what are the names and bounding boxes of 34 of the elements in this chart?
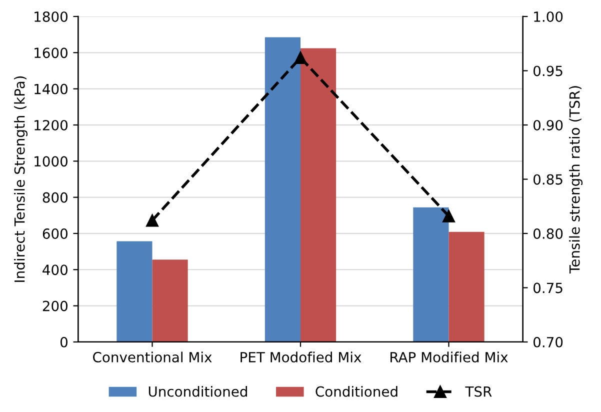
- y-tick-label: 400: [42, 264, 68, 276]
- y2-axis-title: Tensile strength ratio (TSR): [569, 86, 583, 274]
- x-tick-label: PET Modofied Mix: [240, 352, 362, 362]
- bar: [300, 48, 336, 342]
- y-tick-label: 0: [60, 336, 68, 348]
- y-tick-label: 1800: [34, 11, 68, 22]
- y2-tick-label: 0.95: [534, 66, 562, 76]
- legend-label: TSR: [465, 386, 492, 397]
- x-tick-label: Conventional Mix: [93, 352, 212, 362]
- y-tick-label: 800: [42, 192, 68, 203]
- bar: [413, 207, 449, 342]
- point: [146, 214, 159, 227]
- bar: [116, 241, 152, 342]
- bar: [448, 232, 484, 342]
- y-tick-label: 200: [42, 300, 68, 312]
- y2-tick-label: 0.90: [534, 120, 563, 130]
- y-tick-label: 1400: [34, 84, 68, 94]
- y2-tick-label: 0.80: [534, 228, 563, 239]
- bar: [264, 37, 300, 342]
- y-tick-label: 1600: [34, 48, 68, 58]
- y-tick-label: 600: [42, 228, 68, 239]
- legend-label: Conditioned: [316, 386, 398, 397]
- x-tick-label: RAP Modified Mix: [390, 352, 508, 362]
- point: [294, 51, 307, 64]
- y2-tick-label: 0.85: [534, 174, 562, 185]
- y-tick-label: 1200: [34, 120, 68, 130]
- y2-tick-label: 0.70: [534, 336, 563, 348]
- point: [442, 210, 455, 222]
- y2-tick-label: 0.75: [534, 282, 562, 294]
- y2-tick-label: 1.00: [534, 11, 563, 22]
- legend-label: Unconditioned: [148, 386, 247, 397]
- y-axis-title: Indirect Tensile Strength (kPa): [14, 76, 28, 282]
- bar: [152, 260, 188, 342]
- y-tick-label: 1000: [34, 156, 68, 167]
